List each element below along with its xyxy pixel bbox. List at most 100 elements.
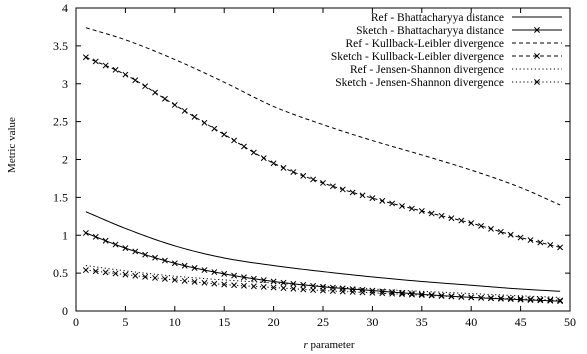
data-point-marker [418,292,425,299]
y-tick-label: 2.5 [53,115,68,129]
x-tick-label: 5 [122,315,128,329]
data-point-marker [280,285,287,292]
data-point-marker [132,248,139,255]
data-point-marker [280,279,287,286]
series-6 [82,267,564,304]
x-axis-label-text: parameter [308,339,355,351]
data-point-marker [537,296,544,303]
data-point-marker [211,280,218,287]
legend-label: Ref - Bhattacharyya distance [371,12,504,24]
data-point-marker [507,295,514,302]
data-point-marker [349,189,356,196]
data-point-marker [468,294,475,301]
data-point-marker [537,239,544,246]
y-tick-label: 3 [62,77,68,91]
data-point-marker [478,294,485,301]
data-point-marker [152,274,158,281]
data-point-marker [557,297,564,304]
data-point-marker [379,197,386,204]
data-point-marker [181,277,188,284]
data-point-marker [270,160,277,167]
x-tick-label: 10 [169,315,181,329]
data-point-marker [389,289,396,296]
legend-marker [534,79,540,85]
data-point-marker [320,180,326,186]
legend-label: Ref - Kullback-Leibler divergence [346,38,504,50]
data-point-marker [112,66,119,73]
y-tick-label: 2 [62,153,68,167]
data-point-marker [191,278,198,285]
x-axis-label-variable: r [304,339,309,351]
data-point-marker [547,297,554,304]
data-point-marker [468,220,475,227]
data-point-marker [241,282,247,289]
data-point-marker [438,212,445,219]
x-tick-label: 40 [465,315,477,329]
legend-marker [534,27,540,33]
data-point-marker [161,275,168,282]
data-point-marker [112,241,119,248]
data-point-marker [389,200,396,207]
data-point-marker [408,290,415,297]
data-point-marker [171,276,178,283]
data-point-marker [448,293,455,300]
legend-entry: Sketch - Kullback-Leibler divergence [331,51,562,63]
data-point-marker [241,274,247,281]
series-2 [82,230,564,305]
data-point-marker [359,289,366,296]
data-point-marker [527,297,534,303]
data-point-marker [201,119,208,126]
data-point-marker [82,230,89,236]
data-point-marker [290,280,297,287]
data-point-marker [399,289,405,296]
data-point-marker [428,210,435,217]
data-point-marker [221,281,228,288]
data-point-marker [112,270,119,277]
data-point-marker [171,102,178,108]
data-point-marker [250,149,257,156]
series-4 [82,54,564,251]
data-point-marker [201,279,208,286]
data-point-marker [280,164,287,171]
x-tick-label: 30 [366,315,378,329]
data-point-marker [369,289,376,296]
x-tick-label: 15 [218,315,230,329]
data-point-marker [191,113,198,120]
x-tick-label: 20 [268,315,280,329]
y-axis-label: Metric value [6,117,18,173]
data-point-marker [428,292,435,299]
data-point-marker [497,228,504,235]
data-point-marker [102,237,109,244]
data-point-marker [379,290,386,297]
series-line [85,211,561,292]
data-point-marker [270,284,277,291]
data-point-marker [211,125,218,132]
data-point-marker [458,294,465,300]
data-point-marker [260,277,267,284]
data-point-marker [231,272,238,279]
data-point-marker [161,257,168,264]
data-point-marker [517,234,524,241]
data-point-marker [339,288,346,295]
data-point-marker [82,267,89,274]
series-line [85,265,561,298]
data-point-marker [142,251,149,258]
data-point-marker [211,269,218,275]
data-point-marker [517,296,524,303]
data-point-marker [92,268,99,275]
legend-entry: Ref - Jensen-Shannon divergence [350,64,562,76]
data-point-marker [221,270,228,277]
series-line [85,27,561,206]
data-point-marker [497,295,504,302]
legend-entry: Sketch - Bhattacharyya distance [356,25,562,37]
legend-label: Ref - Jensen-Shannon divergence [350,64,504,76]
data-point-marker [408,291,415,298]
x-tick-label: 0 [73,315,79,329]
data-point-marker [300,172,307,179]
data-point-marker [250,275,257,282]
data-point-marker [132,272,139,279]
data-point-marker [250,283,257,290]
data-point-marker [260,283,267,290]
data-point-marker [171,260,178,267]
